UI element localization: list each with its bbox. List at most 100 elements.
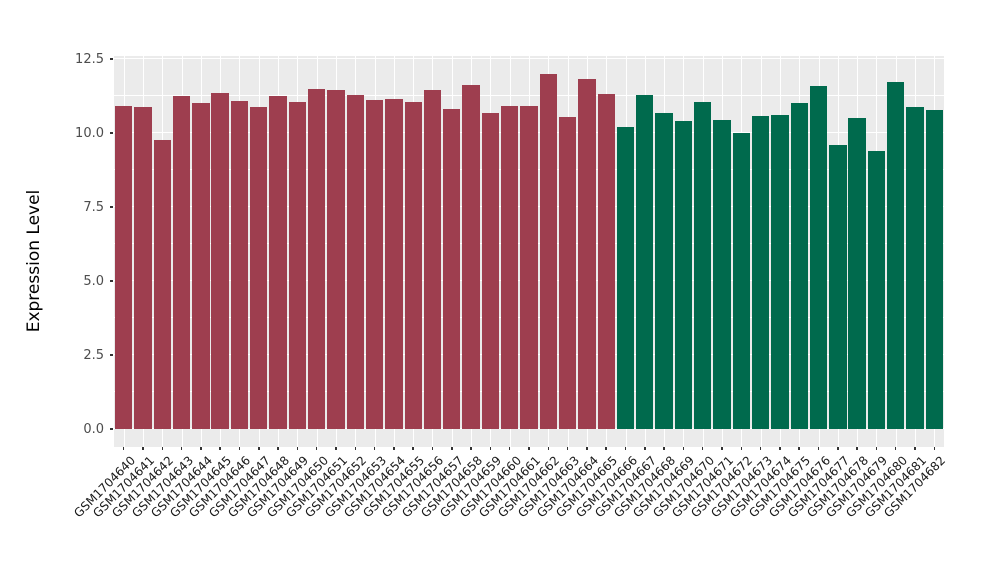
x-tick-mark [779,447,781,450]
y-axis-title: Expression Level [24,189,44,333]
x-tick-mark [682,447,685,450]
bar-GSM1704673 [751,116,770,429]
bar-GSM1704662 [539,74,557,429]
x-tick-mark [335,447,337,450]
x-tick-mark [759,447,762,450]
x-tick-mark [412,447,414,450]
bar-GSM1704658 [462,84,480,429]
bar-GSM1704655 [404,101,422,429]
x-tick-mark [528,447,530,450]
x-tick-mark [393,447,395,450]
bar-GSM1704667 [636,95,654,429]
bar-GSM1704652 [346,94,364,429]
bar-GSM1704665 [597,94,615,429]
bar-GSM1704648 [269,95,287,429]
bar-GSM1704642 [153,140,171,429]
bar-GSM1704661 [520,105,538,429]
x-tick-mark [200,447,202,450]
y-tick-label: 0.0 [83,421,104,437]
x-tick-mark [451,447,453,450]
bar-GSM1704681 [906,107,924,429]
x-tick-mark [663,447,665,450]
x-tick-mark [798,447,800,450]
x-tick-mark [373,447,376,450]
bar-GSM1704680 [887,81,905,429]
bar-GSM1704669 [674,121,693,429]
x-tick-mark [817,447,820,450]
y-tick-mark [110,280,113,282]
x-tick-mark [238,447,241,450]
bar-GSM1704666 [616,126,635,429]
x-tick-mark [624,447,627,450]
x-tick-mark [875,447,878,450]
bar-GSM1704672 [732,133,750,429]
x-tick-mark [644,447,646,450]
bar-GSM1704679 [867,150,886,429]
bar-GSM1704676 [809,85,828,429]
y-tick-mark [110,132,113,134]
x-tick-mark [721,447,723,450]
bar-GSM1704644 [192,103,210,429]
x-tick-mark [740,447,743,450]
x-tick-mark [258,447,260,450]
bar-GSM1704649 [288,101,307,429]
bar-GSM1704653 [365,99,384,429]
x-tick-mark [894,447,897,450]
y-tick-mark [110,58,113,60]
bar-GSM1704647 [250,107,268,429]
x-tick-mark [142,447,144,450]
bar-GSM1704668 [655,113,673,429]
x-tick-mark [315,447,318,450]
y-tick-mark [110,206,113,208]
bar-GSM1704675 [790,103,808,429]
bar-GSM1704677 [829,145,847,429]
x-tick-mark [837,447,839,450]
x-tick-mark [277,447,279,450]
x-tick-mark [547,447,550,450]
x-tick-mark [856,447,858,450]
x-tick-mark [701,447,704,450]
x-tick-mark [508,447,511,450]
x-tick-mark [586,447,588,450]
bar-GSM1704646 [230,101,249,429]
x-tick-mark [605,447,607,450]
y-tick-label: 12.5 [75,51,104,67]
x-tick-mark [566,447,569,450]
x-tick-mark [296,447,299,450]
x-tick-mark [470,447,472,450]
x-tick-mark [489,447,492,450]
x-tick-mark [431,447,434,450]
bar-GSM1704657 [443,109,461,429]
plot-panel [114,56,944,447]
bar-GSM1704659 [481,113,500,429]
bar-GSM1704678 [848,117,866,429]
y-tick-label: 10.0 [75,125,104,141]
bar-GSM1704643 [172,96,191,429]
bar-GSM1704641 [134,106,152,429]
bar-GSM1704640 [114,106,133,429]
x-tick-mark [161,447,163,450]
bar-GSM1704651 [327,90,345,429]
y-tick-mark [110,428,113,430]
bar-GSM1704645 [211,92,229,429]
x-tick-mark [180,447,183,450]
y-tick-label: 5.0 [83,273,104,289]
bar-GSM1704654 [385,98,403,429]
bar-GSM1704670 [694,102,712,429]
x-tick-mark [933,447,936,450]
x-tick-mark [219,447,221,450]
bar-GSM1704682 [925,109,944,429]
y-tick-label: 7.5 [83,199,104,215]
bar-GSM1704656 [423,89,442,429]
bar-GSM1704663 [558,116,577,429]
x-tick-mark [122,447,125,450]
y-tick-mark [110,354,113,356]
y-tick-label: 2.5 [83,347,104,363]
bar-GSM1704674 [771,114,789,429]
x-tick-mark [914,447,916,450]
bar-GSM1704671 [713,120,731,429]
bar-GSM1704650 [307,88,326,429]
bar-GSM1704664 [578,78,596,429]
x-tick-mark [354,447,357,450]
